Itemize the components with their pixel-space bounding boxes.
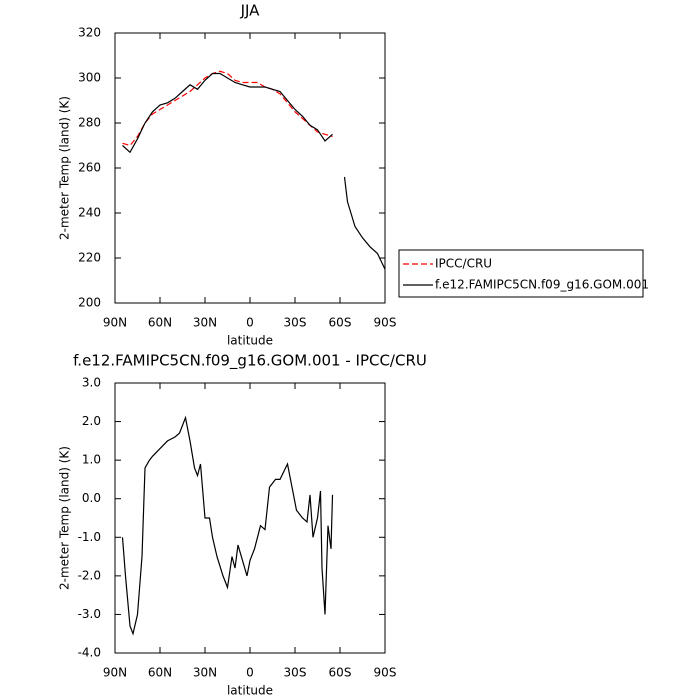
y-tick-label: -2.0 <box>78 568 101 582</box>
x-axis-label: latitude <box>227 334 273 348</box>
y-tick-label: 240 <box>78 206 101 220</box>
chart-title: JJA <box>240 2 261 20</box>
x-tick-label: 30S <box>284 316 307 330</box>
x-tick-label: 60N <box>148 666 172 680</box>
data-line <box>122 70 333 147</box>
y-tick-label: 260 <box>78 161 101 175</box>
y-tick-label: 0.0 <box>82 491 101 505</box>
y-tick-label: 300 <box>78 71 101 85</box>
x-tick-label: 30S <box>284 666 307 680</box>
x-tick-label: 0 <box>246 666 254 680</box>
x-tick-label: 0 <box>246 316 254 330</box>
x-tick-label: 60S <box>329 316 352 330</box>
x-tick-label: 60S <box>329 666 352 680</box>
plot-frame <box>114 382 386 654</box>
data-line <box>122 72 386 270</box>
y-axis-label: 2-meter Temp (land) (K) <box>58 96 72 240</box>
legend-frame <box>398 249 644 298</box>
x-tick-label: 30N <box>193 316 217 330</box>
data-line <box>121 415 334 636</box>
legend-label: f.e12.FAMIPC5CN.f09_g16.GOM.001 <box>435 278 649 292</box>
y-tick-label: 2.0 <box>82 414 101 428</box>
legend-label: IPCC/CRU <box>435 257 492 271</box>
y-tick-label: -1.0 <box>78 530 101 544</box>
x-tick-label: 90N <box>103 316 127 330</box>
x-tick-label: 30N <box>193 666 217 680</box>
chart-title: f.e12.FAMIPC5CN.f09_g16.GOM.001 - IPCC/C… <box>73 352 427 371</box>
y-tick-label: 1.0 <box>82 453 101 467</box>
y-tick-label: -4.0 <box>78 646 101 660</box>
x-tick-label: 60N <box>148 316 172 330</box>
y-tick-label: 220 <box>78 251 101 265</box>
y-tick-label: -3.0 <box>78 607 101 621</box>
x-tick-label: 90S <box>374 316 397 330</box>
x-axis-label: latitude <box>227 684 273 698</box>
plot-frame <box>114 32 386 304</box>
y-tick-label: 3.0 <box>82 376 101 390</box>
y-axis-label: 2-meter Temp (land) (K) <box>58 446 72 590</box>
y-tick-label: 200 <box>78 296 101 310</box>
x-tick-label: 90N <box>103 666 127 680</box>
y-tick-label: 280 <box>78 116 101 130</box>
x-tick-label: 90S <box>374 666 397 680</box>
y-tick-label: 320 <box>78 26 101 40</box>
